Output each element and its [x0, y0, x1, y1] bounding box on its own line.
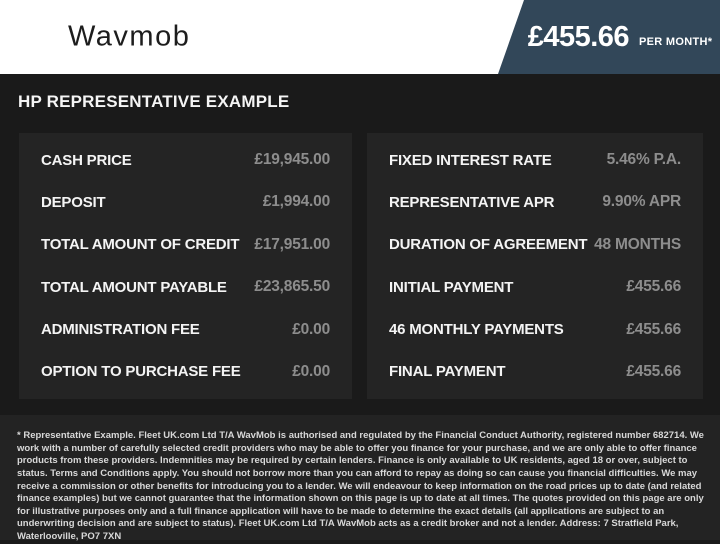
finance-row-value: 48 MONTHS [594, 235, 681, 253]
finance-panel-left: CASH PRICE £19,945.00 DEPOSIT £1,994.00 … [19, 133, 352, 399]
legal-disclaimer-text: * Representative Example. Fleet UK.com L… [17, 430, 704, 542]
finance-row-label: FIXED INTEREST RATE [389, 151, 552, 169]
finance-row-option-fee: OPTION TO PURCHASE FEE £0.00 [41, 363, 330, 381]
monthly-price-period: PER MONTH* [639, 35, 713, 48]
finance-row-value: £0.00 [292, 320, 330, 338]
finance-row-label: REPRESENTATIVE APR [389, 193, 555, 211]
finance-row-initial-payment: INITIAL PAYMENT £455.66 [389, 278, 681, 296]
finance-row-duration: DURATION OF AGREEMENT 48 MONTHS [389, 236, 681, 254]
finance-row-deposit: DEPOSIT £1,994.00 [41, 193, 330, 211]
finance-row-label: DEPOSIT [41, 193, 106, 211]
finance-row-value: 9.90% APR [602, 193, 681, 211]
legal-footer: * Representative Example. Fleet UK.com L… [0, 415, 720, 542]
finance-row-label: INITIAL PAYMENT [389, 278, 514, 296]
finance-row-value: £455.66 [626, 278, 681, 296]
finance-row-value: £455.66 [626, 320, 681, 338]
finance-row-total-payable: TOTAL AMOUNT PAYABLE £23,865.50 [41, 278, 330, 296]
page-title: HP REPRESENTATIVE EXAMPLE [18, 92, 290, 111]
wavmob-logo[interactable]: Wavmob [68, 20, 191, 53]
finance-row-interest-rate: FIXED INTEREST RATE 5.46% P.A. [389, 151, 681, 169]
finance-row-label: ADMINISTRATION FEE [41, 321, 200, 339]
finance-row-label: TOTAL AMOUNT OF CREDIT [41, 236, 240, 254]
finance-row-label: DURATION OF AGREEMENT [389, 236, 588, 254]
site-header: Wavmob £455.66 PER MONTH* [0, 0, 720, 74]
monthly-price-amount: £455.66 [527, 20, 630, 53]
finance-row-value: £455.66 [626, 362, 681, 380]
finance-row-cash-price: CASH PRICE £19,945.00 [41, 151, 330, 169]
finance-row-label: TOTAL AMOUNT PAYABLE [41, 278, 227, 296]
finance-row-monthly-payments: 46 MONTHLY PAYMENTS £455.66 [389, 321, 681, 339]
finance-row-value: £17,951.00 [254, 235, 330, 253]
finance-row-value: £23,865.50 [254, 278, 330, 296]
finance-row-apr: REPRESENTATIVE APR 9.90% APR [389, 193, 681, 211]
finance-row-label: CASH PRICE [41, 151, 132, 169]
finance-row-value: £19,945.00 [254, 151, 330, 168]
finance-panel-right: FIXED INTEREST RATE 5.46% P.A. REPRESENT… [367, 133, 703, 399]
finance-row-value: £1,994.00 [262, 193, 330, 211]
finance-row-label: OPTION TO PURCHASE FEE [41, 363, 241, 381]
finance-row-total-credit: TOTAL AMOUNT OF CREDIT £17,951.00 [41, 236, 330, 254]
monthly-price-banner: £455.66 PER MONTH* [498, 0, 720, 74]
finance-row-value: 5.46% P.A. [606, 151, 682, 168]
finance-row-admin-fee: ADMINISTRATION FEE £0.00 [41, 321, 330, 339]
finance-row-label: FINAL PAYMENT [389, 363, 506, 381]
finance-row-label: 46 MONTHLY PAYMENTS [389, 321, 564, 339]
finance-row-final-payment: FINAL PAYMENT £455.66 [389, 363, 681, 381]
finance-row-value: £0.00 [292, 362, 330, 380]
